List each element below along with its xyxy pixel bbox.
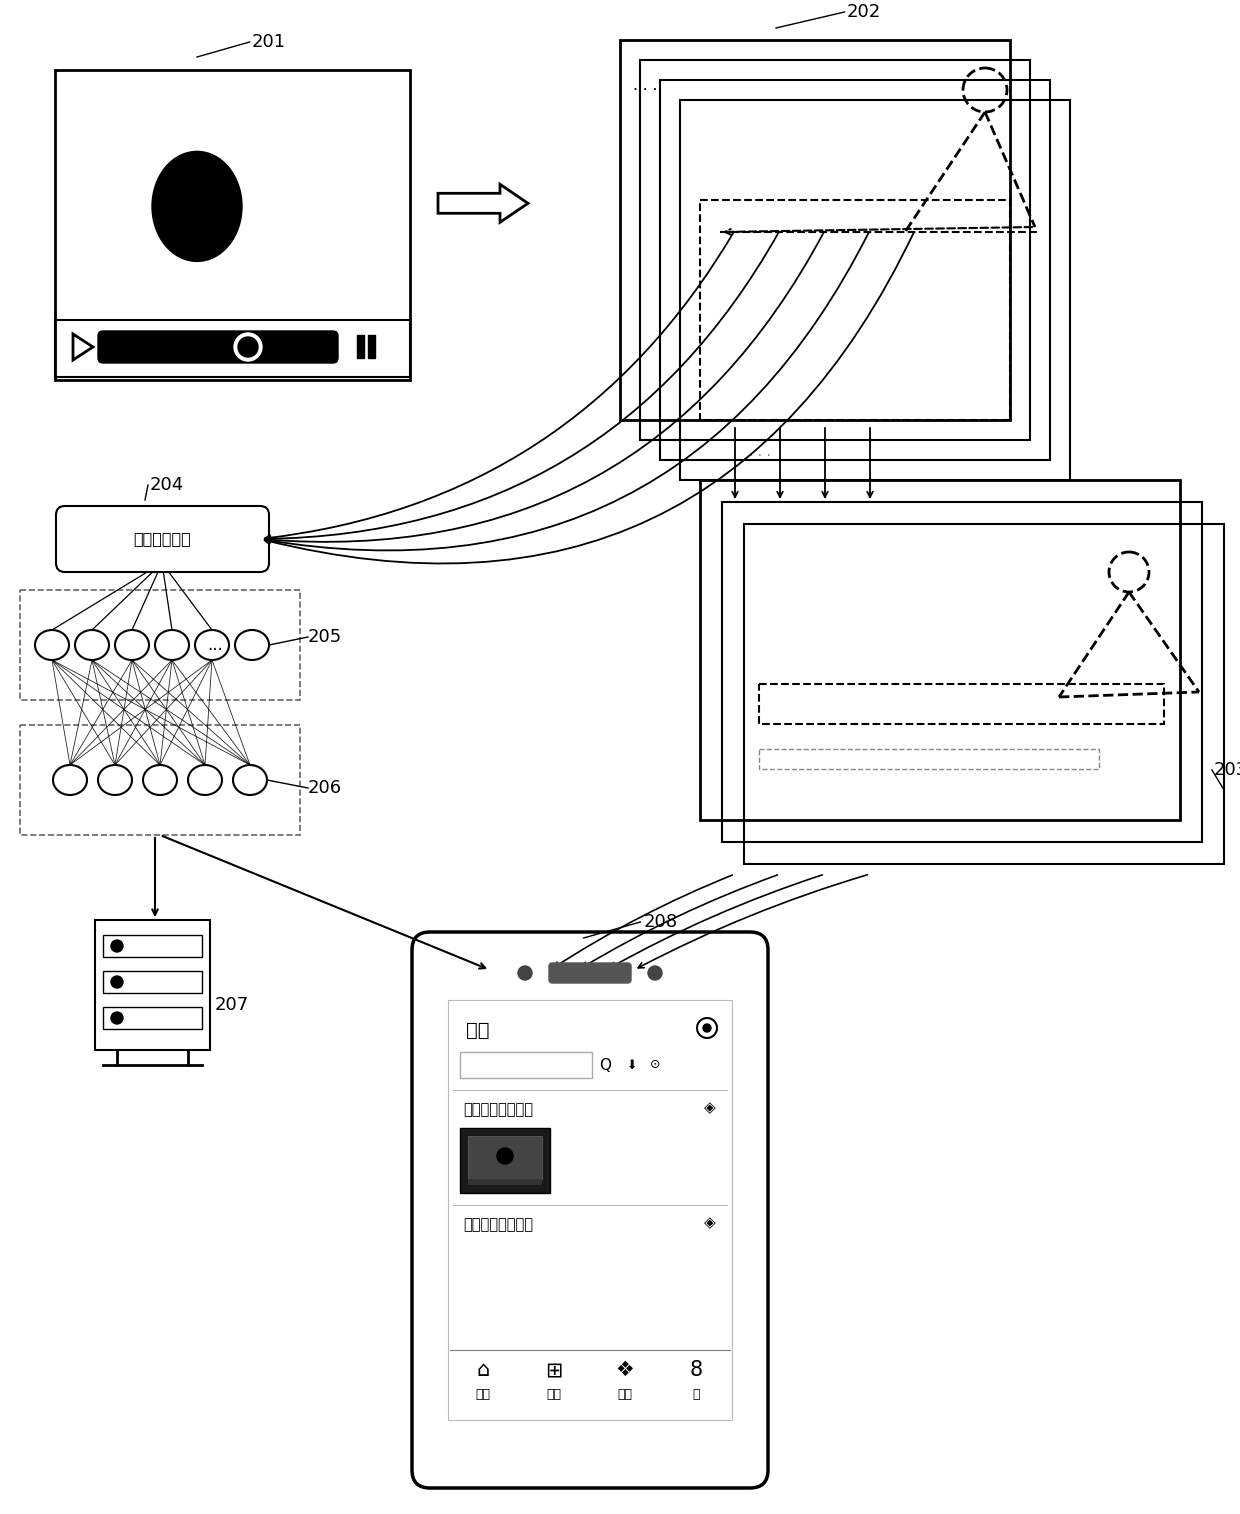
Text: ◈: ◈ <box>704 1101 715 1116</box>
Circle shape <box>112 977 123 989</box>
Bar <box>103 970 202 993</box>
Bar <box>103 936 202 957</box>
Text: 我: 我 <box>692 1388 699 1402</box>
Ellipse shape <box>153 151 242 262</box>
Text: ⬇: ⬇ <box>626 1058 637 1072</box>
Bar <box>95 921 210 1051</box>
Text: ⌂: ⌂ <box>476 1360 490 1379</box>
Bar <box>20 590 300 699</box>
Text: ◈: ◈ <box>704 1216 715 1231</box>
Bar <box>701 480 1180 821</box>
Text: ⊙: ⊙ <box>650 1058 660 1072</box>
Bar <box>467 1136 542 1179</box>
Text: · · ·: · · · <box>632 83 657 98</box>
Text: 推荐: 推荐 <box>466 1020 490 1040</box>
Text: Q: Q <box>599 1057 611 1072</box>
Text: 204: 204 <box>150 475 185 494</box>
Text: 203: 203 <box>1214 762 1240 780</box>
Text: 首页: 首页 <box>475 1388 491 1402</box>
Bar <box>640 61 1030 441</box>
Text: 205: 205 <box>308 628 342 646</box>
Bar <box>460 1052 591 1078</box>
FancyArrow shape <box>438 185 528 223</box>
Bar <box>759 684 1164 724</box>
Circle shape <box>112 940 123 952</box>
Bar <box>55 70 410 380</box>
Bar <box>103 1007 202 1030</box>
Text: 202: 202 <box>847 3 880 21</box>
Circle shape <box>649 966 662 980</box>
Text: 8: 8 <box>689 1360 703 1379</box>
Text: 图像搜索引擎: 图像搜索引擎 <box>134 531 191 547</box>
Bar <box>680 100 1070 480</box>
FancyBboxPatch shape <box>98 332 339 363</box>
Bar <box>744 524 1224 864</box>
Text: ⊞: ⊞ <box>546 1360 563 1379</box>
Bar <box>55 319 410 377</box>
Text: 201: 201 <box>252 33 285 51</box>
FancyBboxPatch shape <box>56 506 269 572</box>
Bar <box>759 749 1099 769</box>
FancyBboxPatch shape <box>412 933 768 1488</box>
Circle shape <box>518 966 532 980</box>
Bar <box>660 80 1050 460</box>
Bar <box>20 725 300 836</box>
Text: ❖: ❖ <box>615 1360 635 1379</box>
Text: 208: 208 <box>644 913 677 931</box>
Text: 分类: 分类 <box>547 1388 562 1402</box>
Bar <box>467 1179 542 1185</box>
FancyBboxPatch shape <box>549 963 631 983</box>
Circle shape <box>112 1011 123 1023</box>
Circle shape <box>497 1148 513 1164</box>
Bar <box>701 200 1011 419</box>
Text: 精选: 精选 <box>618 1388 632 1402</box>
Text: · · ·: · · · <box>749 450 771 463</box>
Bar <box>460 1128 551 1193</box>
Circle shape <box>234 333 262 360</box>
Circle shape <box>703 1023 711 1033</box>
Text: 第二视频类型标签: 第二视频类型标签 <box>463 1217 533 1232</box>
Bar <box>448 1001 732 1420</box>
Circle shape <box>238 338 258 357</box>
Text: 第一视频类型标签: 第一视频类型标签 <box>463 1102 533 1117</box>
Bar <box>620 39 1011 419</box>
Text: 206: 206 <box>308 780 342 796</box>
Text: ...: ... <box>207 636 223 654</box>
Text: 207: 207 <box>215 996 249 1014</box>
Bar <box>722 503 1202 842</box>
